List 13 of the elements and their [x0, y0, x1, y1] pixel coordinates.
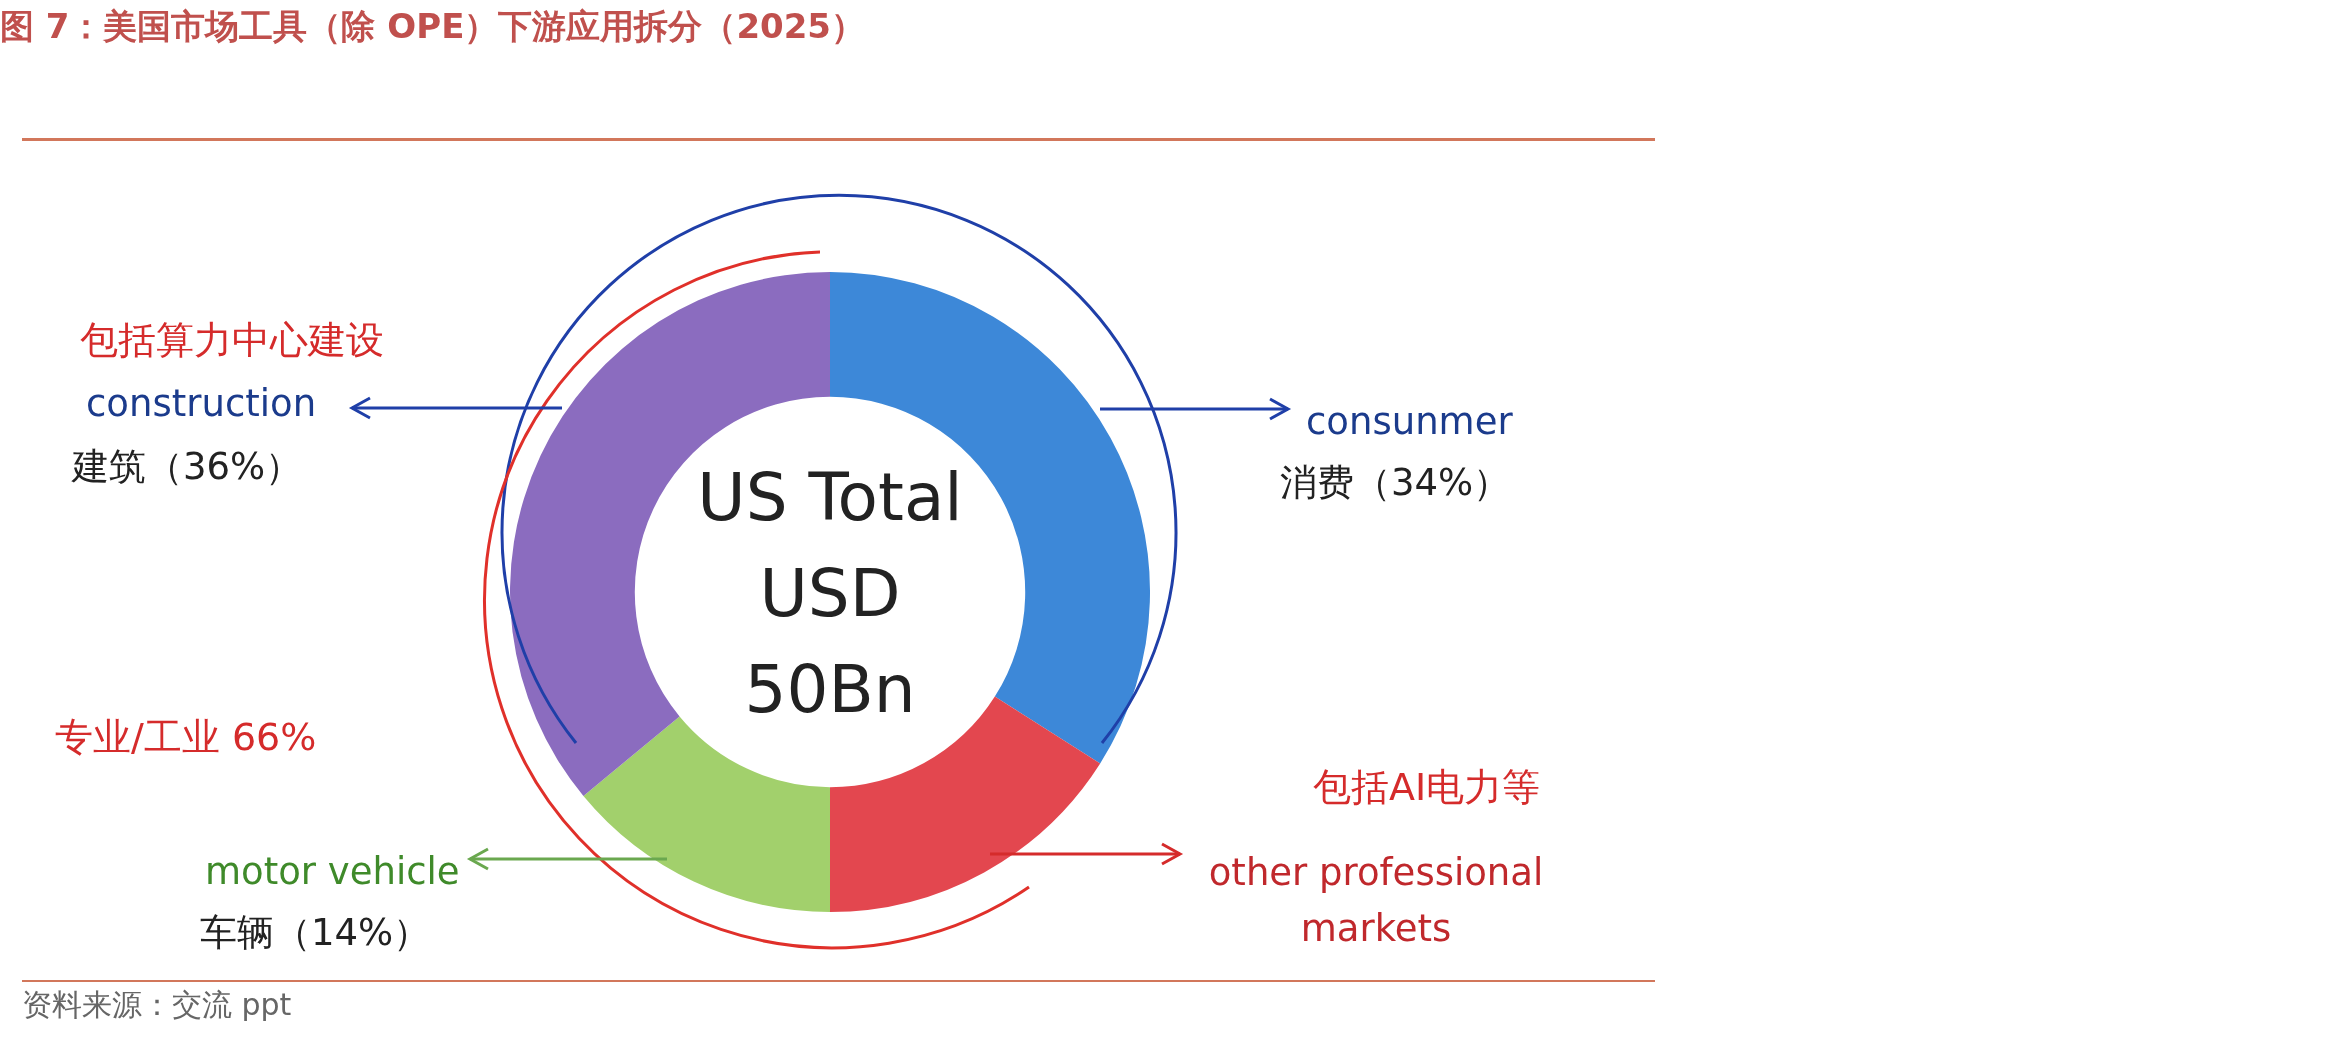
text: 包括AI电力等 [1313, 764, 1541, 811]
chart-title: 图 7：美国市场工具（除 OPE）下游应用拆分（2025） [0, 5, 866, 48]
data-label: 车辆（14%） [200, 910, 431, 956]
text: 专业/工业 66% [55, 714, 317, 761]
text: 资料来源：交流 ppt [22, 986, 292, 1024]
data-label: 建筑（36%） [72, 444, 303, 490]
text: US Total USD 50Bn [697, 458, 963, 730]
slice-label: consunmer [1306, 400, 1513, 443]
slice-label: motor vehicle [205, 850, 460, 893]
slice-label: construction [86, 382, 317, 425]
data-label: 消费（34%） [1280, 460, 1511, 506]
text: 包括算力中心建设 [80, 317, 384, 364]
slice-label: other professional markets [1207, 850, 1545, 952]
